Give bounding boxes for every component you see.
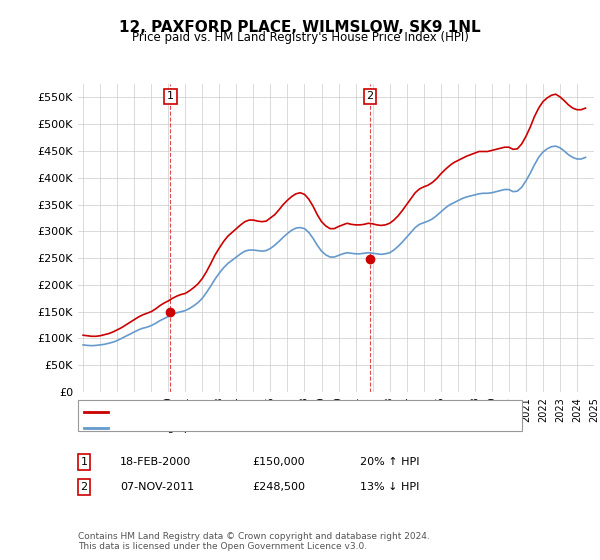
Text: 20% ↑ HPI: 20% ↑ HPI <box>360 457 419 467</box>
Text: 1: 1 <box>80 457 88 467</box>
Text: HPI: Average price, detached house, Cheshire East: HPI: Average price, detached house, Ches… <box>114 423 379 433</box>
Text: 18-FEB-2000: 18-FEB-2000 <box>120 457 191 467</box>
Text: 13% ↓ HPI: 13% ↓ HPI <box>360 482 419 492</box>
Text: 12, PAXFORD PLACE, WILMSLOW, SK9 1NL: 12, PAXFORD PLACE, WILMSLOW, SK9 1NL <box>119 20 481 35</box>
Text: 2: 2 <box>367 91 374 101</box>
Text: £150,000: £150,000 <box>252 457 305 467</box>
Text: 12, PAXFORD PLACE, WILMSLOW, SK9 1NL (detached house): 12, PAXFORD PLACE, WILMSLOW, SK9 1NL (de… <box>114 407 429 417</box>
Text: £248,500: £248,500 <box>252 482 305 492</box>
Text: 1: 1 <box>167 91 174 101</box>
Text: Contains HM Land Registry data © Crown copyright and database right 2024.
This d: Contains HM Land Registry data © Crown c… <box>78 532 430 552</box>
Text: 07-NOV-2011: 07-NOV-2011 <box>120 482 194 492</box>
Text: 2: 2 <box>80 482 88 492</box>
Text: Price paid vs. HM Land Registry's House Price Index (HPI): Price paid vs. HM Land Registry's House … <box>131 31 469 44</box>
